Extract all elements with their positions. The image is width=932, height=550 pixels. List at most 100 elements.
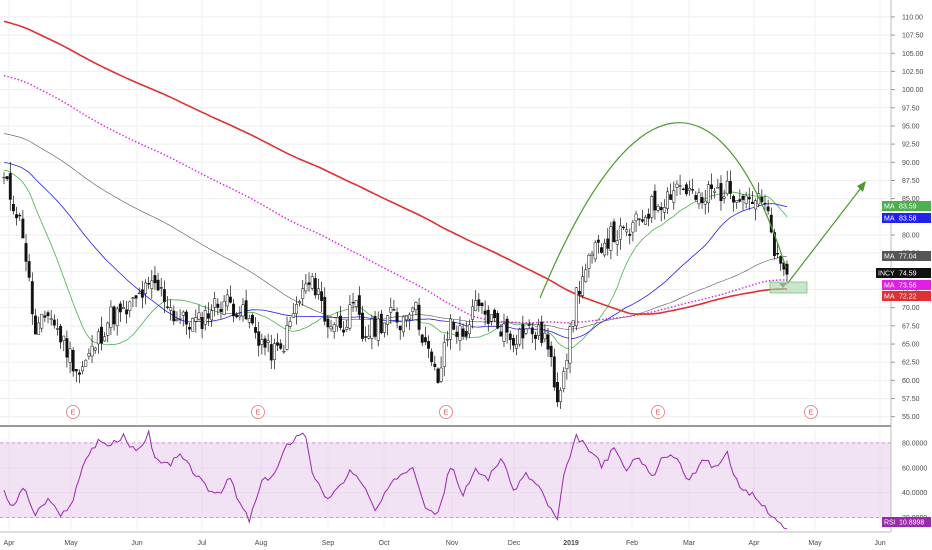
candle-body [137, 292, 141, 295]
candle-body [609, 226, 613, 251]
ma-100-badge-value: 77.04 [899, 254, 917, 261]
candle-body [118, 303, 122, 313]
candle-body [552, 356, 556, 388]
candle-body [244, 300, 248, 320]
candle-body [524, 328, 528, 334]
candle-body [162, 289, 166, 302]
price-tick-label: 67.50 [902, 323, 920, 330]
candle-body [257, 331, 261, 346]
candle-body [232, 303, 236, 317]
candle-body [666, 191, 669, 209]
ma-150-badge-value: 73.56 [899, 283, 917, 290]
annotations [539, 122, 866, 299]
candle-body [442, 342, 446, 367]
candle-body [615, 240, 619, 245]
candle-body [710, 184, 713, 189]
candle-body [678, 185, 682, 187]
candle-body [62, 335, 66, 341]
candle-body [700, 197, 704, 203]
candle-body [688, 188, 691, 191]
candle-body [606, 238, 610, 249]
ma-20-badge-value: 83.59 [899, 204, 917, 211]
price-tick-label: 55.00 [902, 414, 920, 421]
candle-body [612, 221, 616, 242]
candle-body [329, 326, 333, 330]
candle-body [339, 315, 342, 328]
candle-body [603, 242, 607, 256]
candle-body [313, 278, 317, 296]
time-tick-label: Aug [255, 540, 268, 547]
candle-body [584, 269, 588, 282]
candle-body [559, 390, 563, 402]
time-tick-label: Apr [749, 540, 761, 547]
price-tick-label: 100.00 [902, 87, 924, 94]
candle-body [515, 343, 519, 349]
candle-body [43, 315, 47, 318]
candle-body [502, 323, 506, 342]
candle-body [184, 311, 188, 325]
time-tick-label: 2019 [563, 540, 579, 547]
candle-body [225, 294, 229, 307]
candle-body [78, 372, 81, 375]
candle-body [662, 207, 666, 213]
candle-body [197, 312, 201, 320]
candle-body [172, 310, 176, 322]
candle-body [2, 176, 6, 179]
candle-body [96, 331, 100, 345]
candle-body [489, 314, 493, 322]
candle-body [640, 219, 644, 222]
candle-body [213, 298, 217, 308]
ma-20-line [3, 169, 788, 350]
candle-body [486, 309, 490, 324]
candle-body [625, 229, 629, 233]
candle-body [600, 247, 603, 253]
candle-body [250, 314, 254, 324]
candle-body [279, 343, 283, 349]
candle-body [191, 317, 195, 332]
candle-body [109, 306, 113, 328]
time-tick-label: Oct [379, 540, 390, 547]
price-tick-label: 92.50 [902, 142, 920, 149]
candle-body [458, 325, 462, 341]
candle-body [675, 183, 679, 188]
candle-body [84, 359, 88, 367]
candle-body [115, 308, 119, 327]
ma-20-badge-name: MA [884, 204, 895, 211]
candle-body [376, 318, 380, 341]
candle-body [716, 187, 720, 189]
price-tick-label: 85.00 [902, 196, 920, 203]
candle-body [166, 306, 169, 308]
price-tick-label: 57.50 [902, 396, 920, 403]
candle-body [493, 309, 497, 319]
candle-body [323, 296, 327, 322]
candle-body [744, 195, 748, 204]
ma-50-badge-name-bg [882, 213, 902, 223]
time-tick-label: May [64, 540, 78, 547]
candle-body [750, 201, 754, 204]
candle-body [254, 327, 258, 333]
candle-body [276, 342, 280, 346]
ma-150-badge-name: MA [884, 283, 895, 290]
candle-body [477, 299, 481, 306]
earnings-marker-icon [804, 405, 818, 419]
candle-body [27, 261, 31, 278]
candle-body [681, 188, 685, 190]
candle-body [540, 321, 544, 343]
ma-100-badge-name: MA [884, 254, 895, 261]
candle-body [206, 313, 210, 319]
candle-body [200, 317, 204, 329]
candle-body [511, 338, 515, 346]
candle-body [228, 296, 232, 303]
candle-body [455, 331, 459, 337]
candle-body [420, 334, 424, 343]
candle-body [578, 290, 581, 295]
candle-body [68, 348, 72, 363]
candle-body [593, 242, 597, 260]
candle-body [112, 306, 116, 325]
price-tick-label: 105.00 [902, 51, 924, 58]
earnings-marker-label: E [256, 410, 261, 417]
price-tick-label: 110.00 [902, 14, 923, 21]
candle-body [480, 302, 484, 307]
candle-body [301, 288, 305, 299]
